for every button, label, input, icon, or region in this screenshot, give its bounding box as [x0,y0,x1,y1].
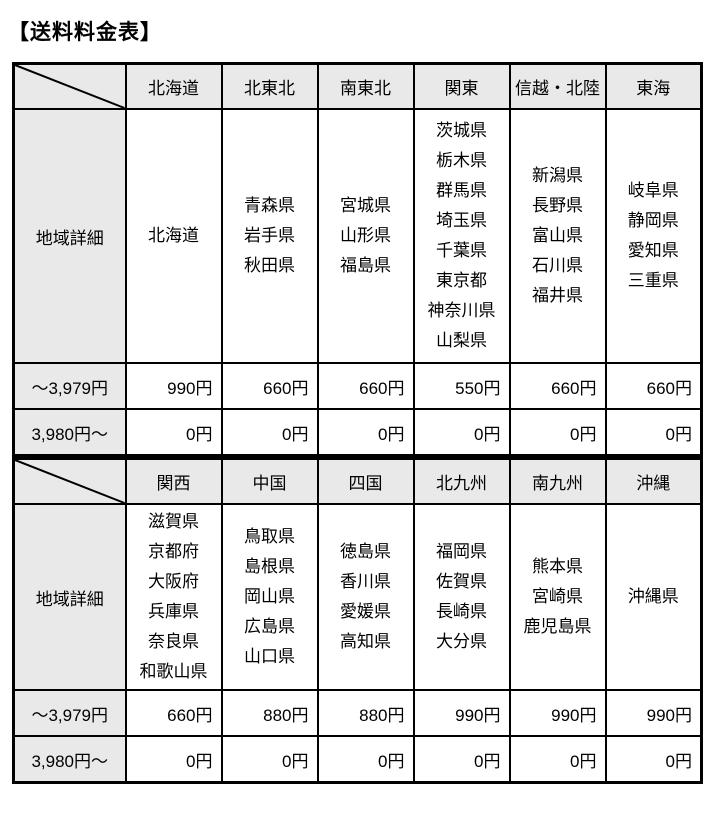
region-header-minami-kyushu: 南九州 [508,457,607,505]
page-title: 【送料料金表】 [8,21,162,44]
row-label-under-3979: ～3,979円 [12,362,127,410]
price-row-under-3979: ～3,979円 990円 660円 660円 550円 660円 660円 [12,362,703,410]
region-header-chugoku: 中国 [220,457,319,505]
price-row-under-3979: ～3,979円 660円 880円 880円 990円 990円 990円 [12,689,703,737]
price-under-minami-tohoku: 660円 [316,362,415,410]
price-under-hokkaido: 990円 [124,362,223,410]
region-header-minami-tohoku: 南東北 [316,62,415,110]
price-under-okinawa: 990円 [604,689,703,737]
diagonal-line-icon [15,65,125,108]
price-over-kita-kyushu: 0円 [412,735,511,784]
region-details-row: 地域詳細 滋賀県 京都府 大阪府 兵庫県 奈良県 和歌山県 鳥取県 島根県 岡山… [12,503,703,691]
details-kita-tohoku: 青森県 岩手県 秋田県 [220,108,319,364]
row-label-details: 地域詳細 [12,108,127,364]
price-under-kita-tohoku: 660円 [220,362,319,410]
price-under-kansai: 660円 [124,689,223,737]
region-header-row: 北海道 北東北 南東北 関東 信越・北陸 東海 [12,62,703,110]
details-chugoku: 鳥取県 島根県 岡山県 広島県 山口県 [220,503,319,691]
row-label-over-3980: 3,980円～ [12,408,127,457]
region-header-tokai: 東海 [604,62,703,110]
region-header-kita-kyushu: 北九州 [412,457,511,505]
price-over-hokkaido: 0円 [124,408,223,457]
row-label-over-3980: 3,980円～ [12,735,127,784]
price-under-chugoku: 880円 [220,689,319,737]
price-over-shinetsu-hokuriku: 0円 [508,408,607,457]
price-over-minami-tohoku: 0円 [316,408,415,457]
price-over-tokai: 0円 [604,408,703,457]
region-header-kanto: 関東 [412,62,511,110]
details-shinetsu-hokuriku: 新潟県 長野県 富山県 石川県 福井県 [508,108,607,364]
price-over-okinawa: 0円 [604,735,703,784]
row-label-under-3979: ～3,979円 [12,689,127,737]
details-kita-kyushu: 福岡県 佐賀県 長崎県 大分県 [412,503,511,691]
region-header-shinetsu-hokuriku: 信越・北陸 [508,62,607,110]
details-kansai: 滋賀県 京都府 大阪府 兵庫県 奈良県 和歌山県 [124,503,223,691]
price-row-over-3980: 3,980円～ 0円 0円 0円 0円 0円 0円 [12,408,703,457]
corner-diagonal-cell [12,457,127,505]
price-over-kita-tohoku: 0円 [220,408,319,457]
shipping-fee-table-west: 関西 中国 四国 北九州 南九州 沖縄 地域詳細 滋賀県 京都府 大阪府 兵庫県… [12,457,703,784]
region-header-row: 関西 中国 四国 北九州 南九州 沖縄 [12,457,703,505]
price-under-kanto: 550円 [412,362,511,410]
row-label-details: 地域詳細 [12,503,127,691]
details-hokkaido: 北海道 [124,108,223,364]
region-header-shikoku: 四国 [316,457,415,505]
price-over-shikoku: 0円 [316,735,415,784]
details-minami-kyushu: 熊本県 宮崎県 鹿児島県 [508,503,607,691]
price-over-kanto: 0円 [412,408,511,457]
details-minami-tohoku: 宮城県 山形県 福島県 [316,108,415,364]
price-over-chugoku: 0円 [220,735,319,784]
region-header-kansai: 関西 [124,457,223,505]
details-okinawa: 沖縄県 [604,503,703,691]
details-kanto: 茨城県 栃木県 群馬県 埼玉県 千葉県 東京都 神奈川県 山梨県 [412,108,511,364]
price-under-shinetsu-hokuriku: 660円 [508,362,607,410]
corner-diagonal-cell [12,62,127,110]
price-under-minami-kyushu: 990円 [508,689,607,737]
diagonal-line-icon [15,460,125,503]
price-row-over-3980: 3,980円～ 0円 0円 0円 0円 0円 0円 [12,735,703,784]
price-over-minami-kyushu: 0円 [508,735,607,784]
shipping-fee-table-east: 北海道 北東北 南東北 関東 信越・北陸 東海 地域詳細 北海道 青森県 岩手県… [12,62,703,457]
price-under-shikoku: 880円 [316,689,415,737]
details-tokai: 岐阜県 静岡県 愛知県 三重県 [604,108,703,364]
region-header-hokkaido: 北海道 [124,62,223,110]
price-under-kita-kyushu: 990円 [412,689,511,737]
region-header-okinawa: 沖縄 [604,457,703,505]
region-details-row: 地域詳細 北海道 青森県 岩手県 秋田県 宮城県 山形県 福島県 茨城県 栃木県… [12,108,703,364]
price-over-kansai: 0円 [124,735,223,784]
details-shikoku: 徳島県 香川県 愛媛県 高知県 [316,503,415,691]
price-under-tokai: 660円 [604,362,703,410]
region-header-kita-tohoku: 北東北 [220,62,319,110]
